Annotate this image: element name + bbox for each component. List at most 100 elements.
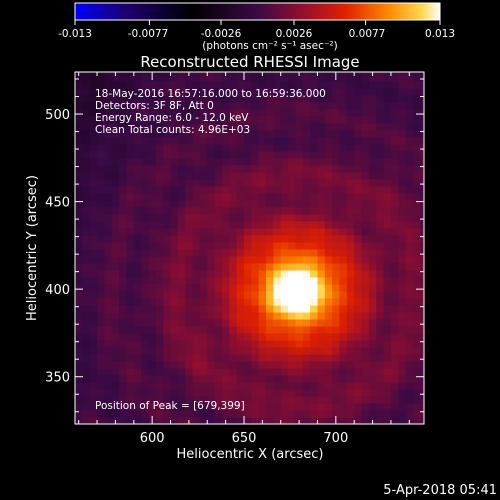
heatmap-cell	[354, 129, 363, 138]
heatmap-cell	[332, 178, 341, 187]
heatmap-cell	[82, 353, 91, 362]
heatmap-cell	[207, 248, 216, 257]
heatmap-cell	[163, 108, 172, 117]
heatmap-cell	[163, 101, 172, 110]
heatmap-cell	[207, 417, 216, 424]
heatmap-cell	[243, 248, 252, 257]
heatmap-cell	[302, 255, 311, 264]
heatmap-cell	[185, 171, 194, 180]
heatmap-cell	[126, 171, 135, 180]
heatmap-cell	[207, 304, 216, 313]
heatmap-cell	[243, 213, 252, 222]
heatmap-cell	[229, 367, 238, 376]
heatmap-cell	[111, 283, 120, 292]
heatmap-cell	[368, 199, 377, 208]
heatmap-cell	[119, 332, 128, 341]
heatmap-cell	[141, 311, 150, 320]
heatmap-cell	[295, 150, 304, 159]
heatmap-cell	[324, 234, 333, 243]
heatmap-cell	[310, 360, 319, 369]
heatmap-cell	[177, 115, 186, 124]
heatmap-cell	[207, 367, 216, 376]
heatmap-cell	[258, 248, 267, 257]
heatmap-cell	[288, 388, 297, 397]
heatmap-cell	[207, 262, 216, 271]
heatmap-cell	[317, 248, 326, 257]
heatmap-cell	[82, 150, 91, 159]
heatmap-cell	[192, 395, 201, 404]
heatmap-cell	[332, 185, 341, 194]
heatmap-cell	[111, 171, 120, 180]
heatmap-cell	[214, 318, 223, 327]
heatmap-cell	[97, 157, 105, 166]
heatmap-cell	[288, 213, 297, 222]
heatmap-cell	[199, 171, 208, 180]
heatmap-cell	[339, 192, 348, 201]
heatmap-cell	[251, 297, 260, 306]
heatmap-cell	[75, 332, 83, 341]
heatmap-cell	[82, 290, 91, 299]
heatmap-cell	[266, 150, 274, 159]
heatmap-cell	[82, 206, 91, 215]
heatmap-cell	[280, 381, 289, 390]
heatmap-cell	[236, 122, 245, 131]
heatmap-cell	[104, 276, 113, 285]
heatmap-cell	[236, 129, 245, 138]
heatmap-cell	[97, 206, 105, 215]
heatmap-cell	[354, 269, 363, 278]
heatmap-cell	[82, 262, 91, 271]
heatmap-cell	[221, 402, 230, 411]
heatmap-cell	[310, 381, 319, 390]
heatmap-cell	[89, 297, 98, 306]
heatmap-cell	[82, 311, 91, 320]
heatmap-cell	[324, 290, 333, 299]
heatmap-cell	[258, 339, 267, 348]
heatmap-cell	[310, 164, 319, 173]
heatmap-cell	[368, 164, 377, 173]
heatmap-cell	[192, 290, 201, 299]
heatmap-cell	[295, 220, 304, 229]
heatmap-cell	[148, 143, 157, 152]
heatmap-cell	[332, 122, 341, 131]
heatmap-cell	[332, 150, 341, 159]
heatmap-cell	[251, 332, 260, 341]
heatmap-cell	[332, 367, 341, 376]
heatmap-cell	[214, 234, 223, 243]
heatmap-cell	[398, 346, 407, 355]
heatmap-cell	[251, 311, 260, 320]
heatmap-cell	[368, 192, 377, 201]
heatmap-cell	[229, 157, 238, 166]
heatmap-cell	[317, 213, 326, 222]
heatmap-cell	[405, 248, 414, 257]
heatmap-cell	[251, 374, 260, 383]
heatmap-cell	[390, 136, 399, 145]
heatmap-cell	[214, 241, 223, 250]
heatmap-cell	[104, 290, 113, 299]
heatmap-cell	[317, 318, 326, 327]
heatmap-cell	[405, 150, 414, 159]
heatmap-cell	[398, 150, 407, 159]
heatmap-cell	[97, 108, 105, 117]
heatmap-cell	[236, 164, 245, 173]
heatmap-cell	[383, 192, 392, 201]
heatmap-cell	[398, 417, 407, 424]
heatmap-cell	[412, 311, 421, 320]
heatmap-cell	[405, 339, 414, 348]
heatmap-cell	[258, 381, 267, 390]
heatmap-cell	[177, 283, 186, 292]
heatmap-cell	[229, 185, 238, 194]
heatmap-cell	[295, 192, 304, 201]
heatmap-cell	[148, 332, 157, 341]
heatmap-cell	[310, 304, 319, 313]
heatmap-cell	[97, 339, 105, 348]
heatmap-cell	[376, 171, 385, 180]
heatmap-cell	[310, 101, 319, 110]
heatmap-cell	[163, 213, 172, 222]
heatmap-cell	[82, 143, 91, 152]
heatmap-cell	[310, 255, 319, 264]
heatmap-cell	[119, 213, 128, 222]
heatmap-cell	[383, 269, 392, 278]
colorbar-tick-label: 0.0026	[276, 28, 313, 40]
heatmap-cell	[266, 353, 274, 362]
heatmap-cell	[104, 72, 113, 75]
